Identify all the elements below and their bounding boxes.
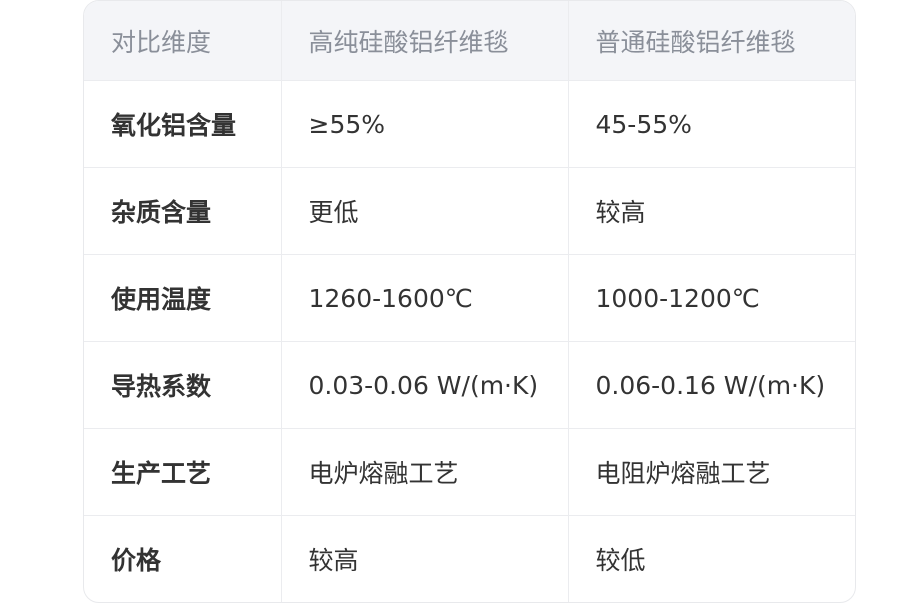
row-label: 杂质含量	[84, 167, 282, 255]
table-cell: 电炉熔融工艺	[281, 428, 569, 516]
table-cell: 电阻炉熔融工艺	[568, 428, 855, 516]
row-label: 氧化铝含量	[84, 80, 282, 168]
row-label: 价格	[84, 515, 282, 602]
table-cell: 更低	[281, 167, 569, 255]
table-cell: 1000-1200℃	[568, 254, 855, 342]
table-header: 对比维度 高纯硅酸铝纤维毯 普通硅酸铝纤维毯	[84, 1, 855, 81]
table-cell: 0.03-0.06 W/(m·K)	[281, 341, 569, 429]
row-label: 导热系数	[84, 341, 282, 429]
table-cell: 较高	[568, 167, 855, 255]
header-cell: 对比维度	[84, 1, 282, 81]
table-cell: 1260-1600℃	[281, 254, 569, 342]
row-label: 生产工艺	[84, 428, 282, 516]
header-cell: 普通硅酸铝纤维毯	[568, 1, 855, 81]
table-cell: 45-55%	[568, 80, 855, 168]
header-cell: 高纯硅酸铝纤维毯	[281, 1, 569, 81]
row-label: 使用温度	[84, 254, 282, 342]
table-row: 导热系数 0.03-0.06 W/(m·K) 0.06-0.16 W/(m·K)	[84, 341, 855, 429]
table-row: 氧化铝含量 ≥55% 45-55%	[84, 80, 855, 168]
table-cell: 较高	[281, 515, 569, 602]
table-row: 杂质含量 更低 较高	[84, 167, 855, 255]
table-cell: 较低	[595, 546, 646, 575]
table-cell: ≥55%	[281, 80, 569, 168]
comparison-table: 对比维度 高纯硅酸铝纤维毯 普通硅酸铝纤维毯 氧化铝含量 ≥55% 45-55% 杂质…	[83, 0, 856, 603]
table-row: 使用温度 1260-1600℃ 1000-1200℃	[84, 254, 855, 342]
table-row: 生产工艺 电炉熔融工艺 电阻炉熔融工艺	[84, 428, 855, 516]
table-row: 价格 较高 较低	[84, 515, 855, 602]
table-cell: 0.06-0.16 W/(m·K)	[568, 341, 855, 429]
